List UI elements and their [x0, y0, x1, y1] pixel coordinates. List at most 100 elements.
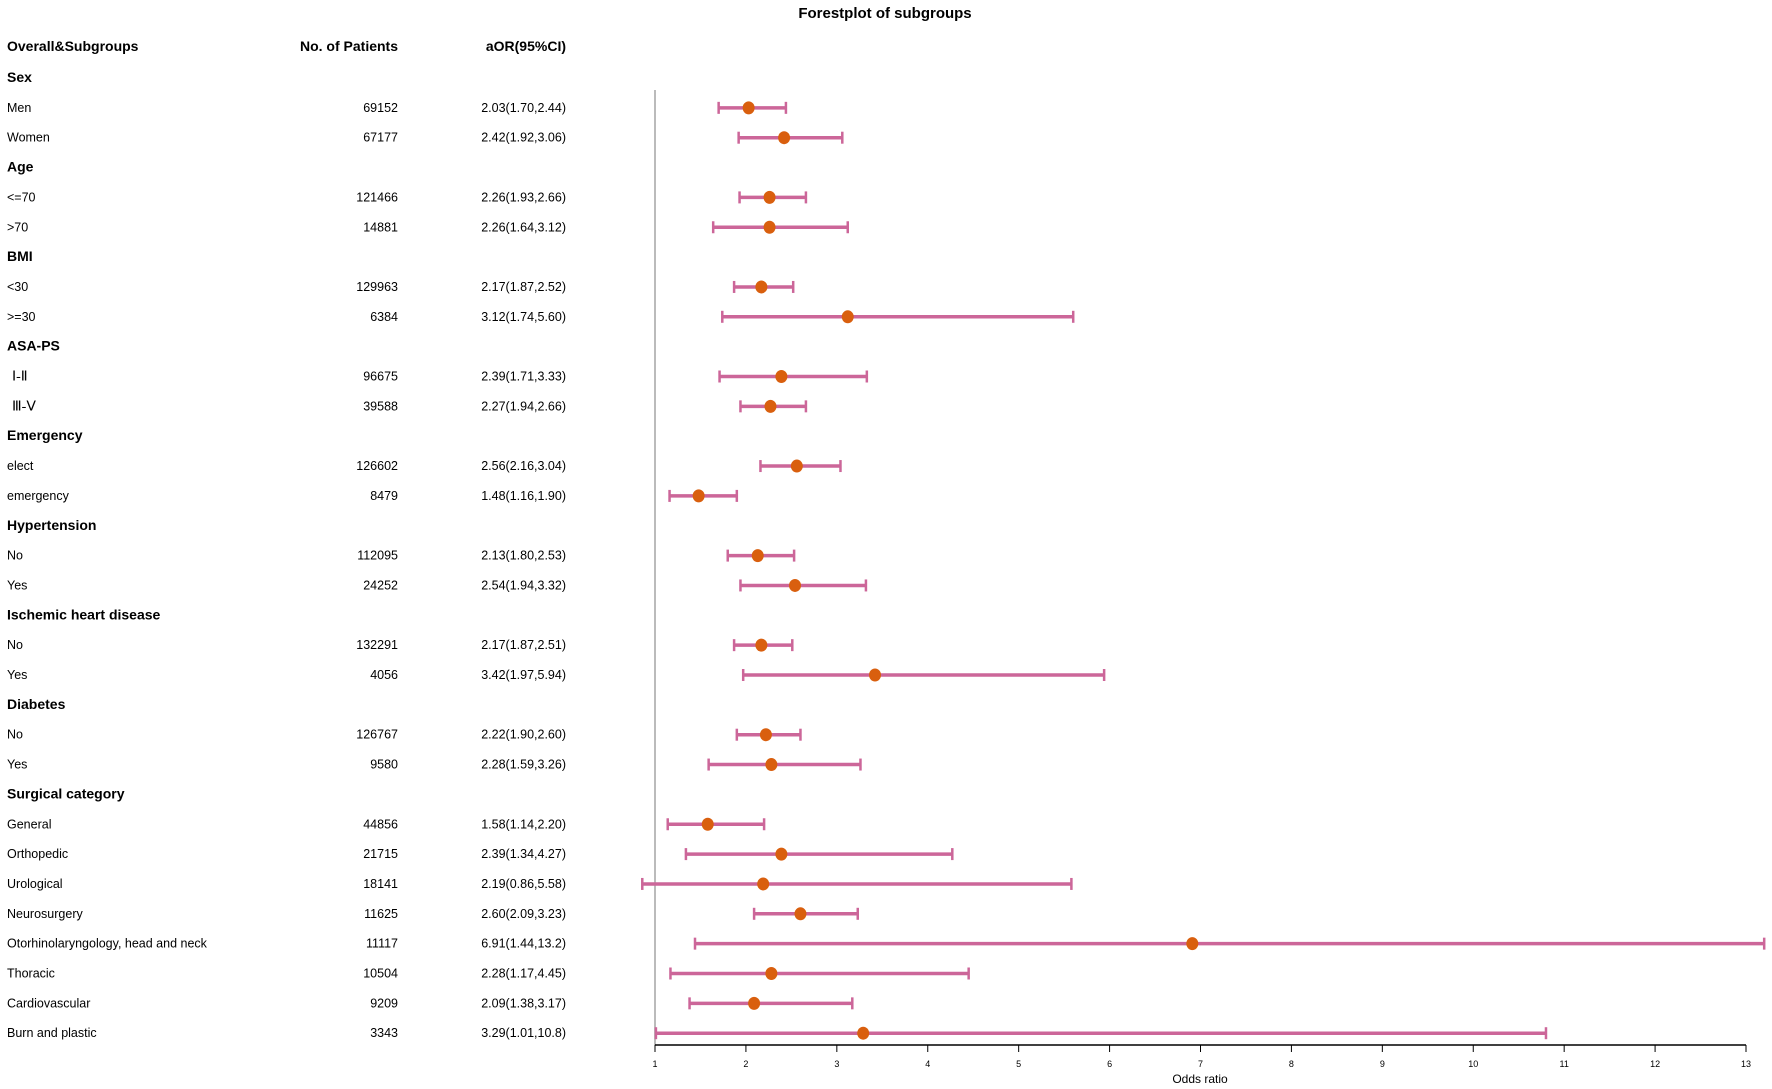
subgroup-row: No 126767 2.22(1.90,2.60): [7, 728, 566, 742]
aor-ci-text: 6.91(1.44,13.2): [481, 937, 566, 951]
aor-ci-text: 2.27(1.94,2.66): [481, 399, 566, 413]
patient-count: 3343: [370, 1026, 398, 1040]
subgroup-row: Yes 4056 3.42(1.97,5.94): [7, 668, 566, 682]
patient-count: 4056: [370, 668, 398, 682]
row-label: <=70: [7, 190, 36, 204]
x-axis-label: Odds ratio: [1172, 1072, 1228, 1086]
patient-count: 9580: [370, 758, 398, 772]
odds-ratio-point: [757, 877, 770, 891]
row-label: Diabetes: [7, 696, 66, 712]
odds-ratio-point: [841, 310, 854, 324]
odds-ratio-point: [763, 190, 776, 204]
x-tick-label: 13: [1741, 1059, 1751, 1069]
subgroup-header: Hypertension: [7, 517, 96, 533]
x-tick-label: 10: [1468, 1059, 1478, 1069]
odds-ratio-point: [857, 1026, 870, 1040]
x-tick-label: 2: [743, 1059, 748, 1069]
odds-ratio-point: [1186, 937, 1199, 951]
odds-ratio-point: [775, 370, 788, 383]
row-label: Burn and plastic: [7, 1026, 97, 1040]
patient-count: 39588: [363, 399, 398, 413]
subgroup-row: <30 129963 2.17(1.87,2.52): [7, 280, 566, 294]
aor-ci-text: 2.39(1.34,4.27): [481, 847, 566, 861]
patient-count: 10504: [363, 967, 398, 981]
subgroup-row: Urological 18141 2.19(0.86,5.58): [7, 877, 566, 891]
aor-ci-text: 2.54(1.94,3.32): [481, 578, 566, 592]
x-tick-label: 12: [1650, 1059, 1660, 1069]
subgroup-row: >70 14881 2.26(1.64,3.12): [7, 220, 566, 234]
odds-ratio-point: [748, 996, 761, 1010]
patient-count: 9209: [370, 996, 398, 1010]
patient-count: 121466: [356, 190, 398, 204]
subgroup-row: Orthopedic 21715 2.39(1.34,4.27): [7, 847, 566, 861]
subgroup-row: Neurosurgery 11625 2.60(2.09,3.23): [7, 907, 566, 921]
subgroup-row: Thoracic 10504 2.28(1.17,4.45): [7, 967, 566, 981]
row-label: Neurosurgery: [7, 907, 83, 921]
x-tick-label: 9: [1380, 1059, 1385, 1069]
column-header-patients: No. of Patients: [300, 38, 398, 54]
aor-ci-text: 2.39(1.71,3.33): [481, 370, 566, 384]
patient-count: 6384: [370, 310, 398, 324]
subgroup-header: BMI: [7, 248, 33, 264]
aor-ci-text: 2.03(1.70,2.44): [481, 101, 566, 115]
odds-ratio-point: [759, 728, 772, 742]
row-label: Otorhinolaryngology, head and neck: [7, 937, 208, 951]
x-tick-label: 4: [925, 1059, 930, 1069]
subgroup-header: ASA-PS: [7, 338, 60, 354]
subgroup-row: Women 67177 2.42(1.92,3.06): [7, 131, 566, 145]
odds-ratio-point: [755, 638, 768, 652]
row-label: BMI: [7, 248, 33, 264]
odds-ratio-point: [765, 967, 778, 980]
odds-ratio-point: [775, 847, 788, 861]
patient-count: 112095: [357, 549, 398, 563]
subgroup-row: Otorhinolaryngology, head and neck 11117 6…: [7, 937, 566, 951]
row-label: ASA-PS: [7, 338, 60, 354]
subgroup-row: Ⅲ-Ⅴ 39588 2.27(1.94,2.66): [12, 399, 566, 414]
subgroup-row: Cardiovascular 9209 2.09(1.38,3.17): [7, 996, 566, 1010]
patient-count: 126767: [356, 728, 398, 742]
row-label: Thoracic: [7, 967, 55, 981]
aor-ci-text: 1.48(1.16,1.90): [481, 489, 566, 503]
subgroup-row: Ⅰ-Ⅱ 96675 2.39(1.71,3.33): [12, 370, 566, 385]
patient-count: 132291: [356, 638, 398, 652]
odds-ratio-point: [755, 280, 768, 294]
row-label: Emergency: [7, 427, 83, 443]
odds-ratio-point: [763, 220, 776, 234]
subgroup-header: Diabetes: [7, 696, 66, 712]
subgroup-row: General 44856 1.58(1.14,2.20): [7, 817, 566, 831]
aor-ci-text: 2.28(1.17,4.45): [481, 967, 566, 981]
odds-ratio-point: [789, 578, 802, 592]
subgroup-header: Surgical category: [7, 785, 125, 801]
patient-count: 69152: [363, 101, 398, 115]
row-label: Women: [7, 131, 50, 145]
subgroup-row: Men 69152 2.03(1.70,2.44): [7, 101, 566, 115]
row-label: emergency: [7, 489, 70, 503]
row-label: Men: [7, 101, 31, 115]
aor-ci-text: 3.42(1.97,5.94): [481, 668, 566, 682]
aor-ci-text: 2.13(1.80,2.53): [481, 549, 566, 563]
aor-ci-text: 2.22(1.90,2.60): [481, 728, 566, 742]
row-label: Ⅲ-Ⅴ: [12, 399, 36, 414]
subgroup-row: elect 126602 2.56(2.16,3.04): [7, 459, 566, 473]
x-tick-label: 11: [1559, 1059, 1568, 1069]
row-label: Cardiovascular: [7, 996, 90, 1010]
column-header-aor: aOR(95%CI): [486, 38, 566, 54]
aor-ci-text: 2.26(1.93,2.66): [481, 190, 566, 204]
x-tick-label: 3: [834, 1059, 839, 1069]
row-label: Orthopedic: [7, 847, 68, 861]
subgroup-header: Age: [7, 159, 34, 175]
aor-ci-text: 2.09(1.38,3.17): [481, 996, 566, 1010]
patient-count: 14881: [363, 220, 398, 234]
subgroup-row: Yes 9580 2.28(1.59,3.26): [7, 758, 566, 772]
patient-count: 11625: [364, 907, 398, 921]
aor-ci-text: 2.60(2.09,3.23): [481, 907, 566, 921]
patient-count: 24252: [363, 578, 398, 592]
row-label: Ischemic heart disease: [7, 606, 161, 622]
subgroup-header: Emergency: [7, 427, 83, 443]
subgroup-row: <=70 121466 2.26(1.93,2.66): [7, 190, 566, 204]
row-label: No: [7, 728, 23, 742]
subgroup-row: >=30 6384 3.12(1.74,5.60): [7, 310, 566, 324]
subgroup-row: Yes 24252 2.54(1.94,3.32): [7, 578, 566, 592]
odds-ratio-point: [869, 668, 882, 682]
